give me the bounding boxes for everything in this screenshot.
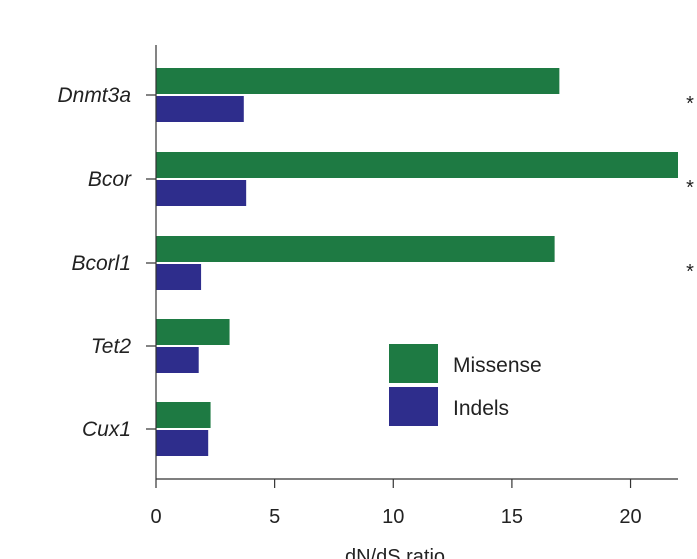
legend-label-indels: Indels (453, 397, 509, 420)
bar-indels-dnmt3a (156, 96, 244, 122)
legend-label-missense: Missense (453, 354, 542, 377)
bar-missense-tet2 (156, 319, 230, 345)
axes-group (146, 45, 678, 488)
bars-group (156, 68, 678, 456)
category-label-tet2: Tet2 (91, 335, 131, 358)
legend-swatch-missense (389, 344, 438, 383)
x-tick-label: 10 (382, 506, 404, 528)
bar-indels-bcor (156, 180, 247, 206)
category-label-dnmt3a: Dnmt3a (57, 84, 131, 107)
category-label-bcor: Bcor (88, 168, 132, 191)
bar-indels-cux1 (156, 430, 209, 456)
labels-group: Dnmt3a Bcor Bcorl1 Tet2 Cux1 0 5 10 15 20 dN/dS ra… (57, 84, 694, 559)
bar-missense-bcor (156, 152, 678, 178)
bar-missense-cux1 (156, 402, 211, 428)
x-tick-label: 5 (269, 506, 280, 528)
legend: Missense Indels (389, 344, 542, 426)
x-tick-label: 0 (150, 506, 161, 528)
legend-swatch-indels (389, 387, 438, 426)
bar-indels-bcorl1 (156, 264, 202, 290)
bar-missense-bcorl1 (156, 236, 555, 262)
significance-marker-dnmt3a: * (686, 93, 694, 115)
significance-marker-bcor: * (686, 177, 694, 199)
bar-missense-dnmt3a (156, 68, 560, 94)
x-tick-label: 15 (501, 506, 523, 528)
bar-indels-tet2 (156, 347, 199, 373)
x-tick-label: 20 (619, 506, 641, 528)
category-label-bcorl1: Bcorl1 (71, 252, 131, 275)
significance-marker-bcorl1: * (686, 261, 694, 283)
category-label-cux1: Cux1 (82, 418, 131, 441)
x-axis-title: dN/dS ratio (345, 546, 445, 559)
